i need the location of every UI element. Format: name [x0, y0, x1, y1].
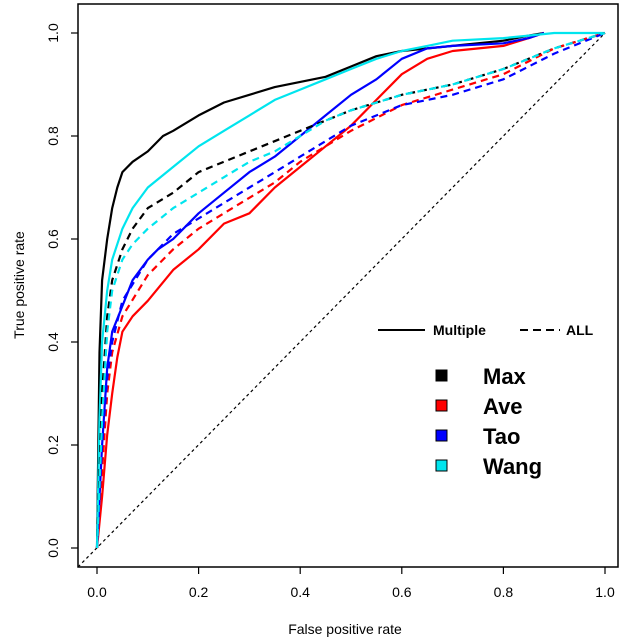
y-tick-label: 0.0 — [45, 538, 61, 558]
x-tick-label: 0.4 — [290, 584, 310, 600]
y-axis: 0.0 0.2 0.4 0.6 0.8 1.0 — [45, 23, 78, 558]
y-tick-label: 0.8 — [45, 126, 61, 146]
plot-frame — [77, 3, 619, 568]
x-axis: 0.0 0.2 0.4 0.6 0.8 1.0 — [87, 567, 615, 600]
x-tick-label: 1.0 — [595, 584, 615, 600]
series-max-solid — [95, 31, 545, 549]
series-tao-dashed — [95, 31, 606, 549]
x-tick-label: 0.0 — [87, 584, 107, 600]
legend-dashed-label: ALL — [566, 322, 594, 338]
y-tick-label: 0.2 — [45, 435, 61, 455]
y-tick-label: 0.6 — [45, 229, 61, 249]
series-wang-dashed — [95, 31, 606, 549]
legend-swatch-ave — [435, 399, 448, 412]
legend-solid-label: Multiple — [433, 322, 486, 338]
legend-swatch-max — [435, 369, 448, 382]
method-legend: Max Ave Tao Wang — [435, 364, 542, 479]
series-layer — [95, 31, 606, 549]
y-tick-label: 0.4 — [45, 332, 61, 352]
y-tick-label: 1.0 — [45, 23, 61, 43]
legend-label-wang: Wang — [483, 454, 542, 479]
legend-swatch-tao — [435, 429, 448, 442]
series-ave-solid — [95, 31, 545, 549]
x-axis-title: False positive rate — [288, 621, 402, 637]
legend-swatch-wang — [435, 459, 448, 472]
x-tick-label: 0.6 — [392, 584, 412, 600]
reference-diagonal-line — [77, 32, 606, 568]
series-ave-dashed — [95, 31, 606, 549]
legend: Multiple ALL Max Ave Tao Wang — [378, 322, 594, 479]
legend-label-ave: Ave — [483, 394, 523, 419]
x-tick-label: 0.2 — [189, 584, 209, 600]
series-wang-solid — [95, 31, 605, 549]
series-tao-solid — [95, 31, 545, 549]
legend-label-tao: Tao — [483, 424, 520, 449]
legend-label-max: Max — [483, 364, 527, 389]
y-axis-title: True positive rate — [11, 231, 27, 339]
x-tick-label: 0.8 — [494, 584, 514, 600]
reference-diagonal — [77, 32, 606, 568]
